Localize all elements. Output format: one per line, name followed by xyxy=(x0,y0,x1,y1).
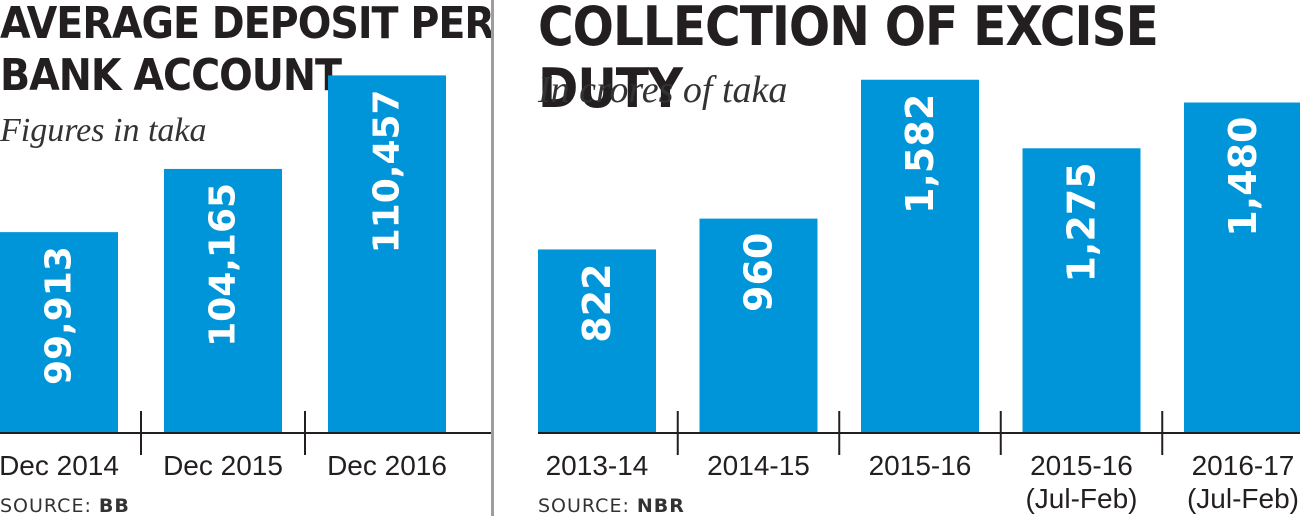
chart2-bar xyxy=(1022,148,1141,434)
chart1-value-label: 99,913 xyxy=(39,246,80,385)
chart1-source: SOURCE: BB xyxy=(0,495,130,517)
chart2-category-label: (Jul-Feb) xyxy=(1025,483,1137,514)
chart2-bar xyxy=(1184,102,1300,434)
chart1-title: AVERAGE DEPOSIT PER BANK ACCOUNT xyxy=(0,0,495,102)
chart2-category-label: 2015-16 xyxy=(1030,450,1133,481)
chart2-value-label: 960 xyxy=(737,233,781,312)
chart2-value-label: 822 xyxy=(575,263,619,342)
chart1-title-line2: BANK ACCOUNT xyxy=(0,50,342,101)
chart1-title-line1: AVERAGE DEPOSIT PER xyxy=(0,0,495,49)
chart1-category-label: Dec 2016 xyxy=(327,450,447,481)
chart1-category-label: Dec 2014 xyxy=(0,450,119,481)
panel-divider xyxy=(491,0,494,516)
chart2-subtitle: In crores of taka xyxy=(538,69,788,111)
chart2-category-label: 2015-16 xyxy=(869,450,972,481)
chart2-category-label: 2016-17 xyxy=(1192,450,1295,481)
chart1-subtitle: Figures in taka xyxy=(0,112,207,149)
chart2-category-label: 2014-15 xyxy=(707,450,810,481)
chart2-value-label: 1,582 xyxy=(898,94,942,214)
chart2-source-name: NBR xyxy=(636,495,685,517)
chart1-bar xyxy=(164,168,282,433)
chart1-value-label: 110,457 xyxy=(367,89,408,253)
chart2-category-label: 2013-14 xyxy=(546,450,649,481)
chart2-bar xyxy=(861,79,979,433)
chart1-source-label: SOURCE: xyxy=(0,495,92,517)
chart1-plot: 99,913 Dec 2014 104,165 Dec 2015 110,457 Dec … xyxy=(0,75,491,481)
chart2-source-label: SOURCE: xyxy=(538,495,630,517)
chart2-bar xyxy=(538,249,656,433)
chart2-value-label: 1,480 xyxy=(1221,117,1265,237)
chart2-value-label: 1,275 xyxy=(1060,162,1104,282)
chart1-bar xyxy=(0,232,118,433)
chart2-category-label: (Jul-Feb) xyxy=(1187,483,1299,514)
chart2-title: COLLECTION OF EXCISE DUTY xyxy=(538,0,1159,120)
chart2-bar xyxy=(699,218,818,433)
chart1-source-name: BB xyxy=(98,495,130,517)
chart1-category-label: Dec 2015 xyxy=(163,450,283,481)
chart1-bar xyxy=(328,75,446,433)
chart2-source: SOURCE: NBR xyxy=(538,495,685,517)
chart1-value-label: 104,165 xyxy=(203,183,244,347)
